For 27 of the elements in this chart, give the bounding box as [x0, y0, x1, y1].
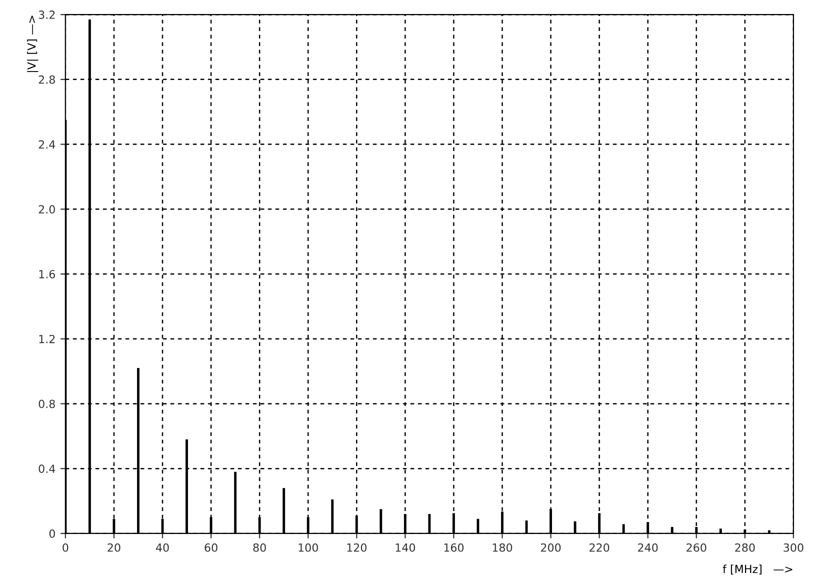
x-tick-label: 140: [396, 543, 416, 552]
x-tick-label: 20: [108, 543, 120, 552]
y-tick-label: 0: [49, 529, 55, 538]
x-tick-label: 120: [347, 543, 367, 552]
y-tick-label: 2.8: [38, 75, 55, 84]
x-tick-label: 260: [686, 543, 706, 552]
x-tick-label: 240: [638, 543, 658, 552]
y-tick-label: 0.8: [38, 400, 55, 408]
y-tick-label: 0.4: [38, 464, 56, 473]
x-tick-label: 200: [540, 543, 561, 552]
y-tick-label: 1.2: [39, 334, 55, 344]
x-tick-label: 220: [590, 543, 610, 552]
x-tick-label: 280: [735, 543, 755, 552]
x-axis-title: f [MHz] —>: [722, 564, 792, 574]
y-axis-title: |V| [V] —>: [27, 16, 38, 72]
x-tick-label: 80: [253, 543, 266, 552]
y-tick-label: 1.6: [39, 270, 56, 278]
x-tick-label: 300: [784, 543, 804, 552]
y-tick-label: 2.4: [38, 140, 56, 149]
x-tick-label: 0: [62, 543, 68, 552]
y-tick-label: 2.0: [38, 205, 55, 214]
x-tick-label: 40: [156, 543, 169, 552]
x-tick-label: 60: [204, 543, 218, 552]
x-tick-label: 160: [444, 543, 464, 552]
x-tick-label: 180: [492, 543, 512, 552]
x-tick-label: 100: [298, 543, 318, 552]
y-tick-label: 3.2: [38, 10, 55, 19]
